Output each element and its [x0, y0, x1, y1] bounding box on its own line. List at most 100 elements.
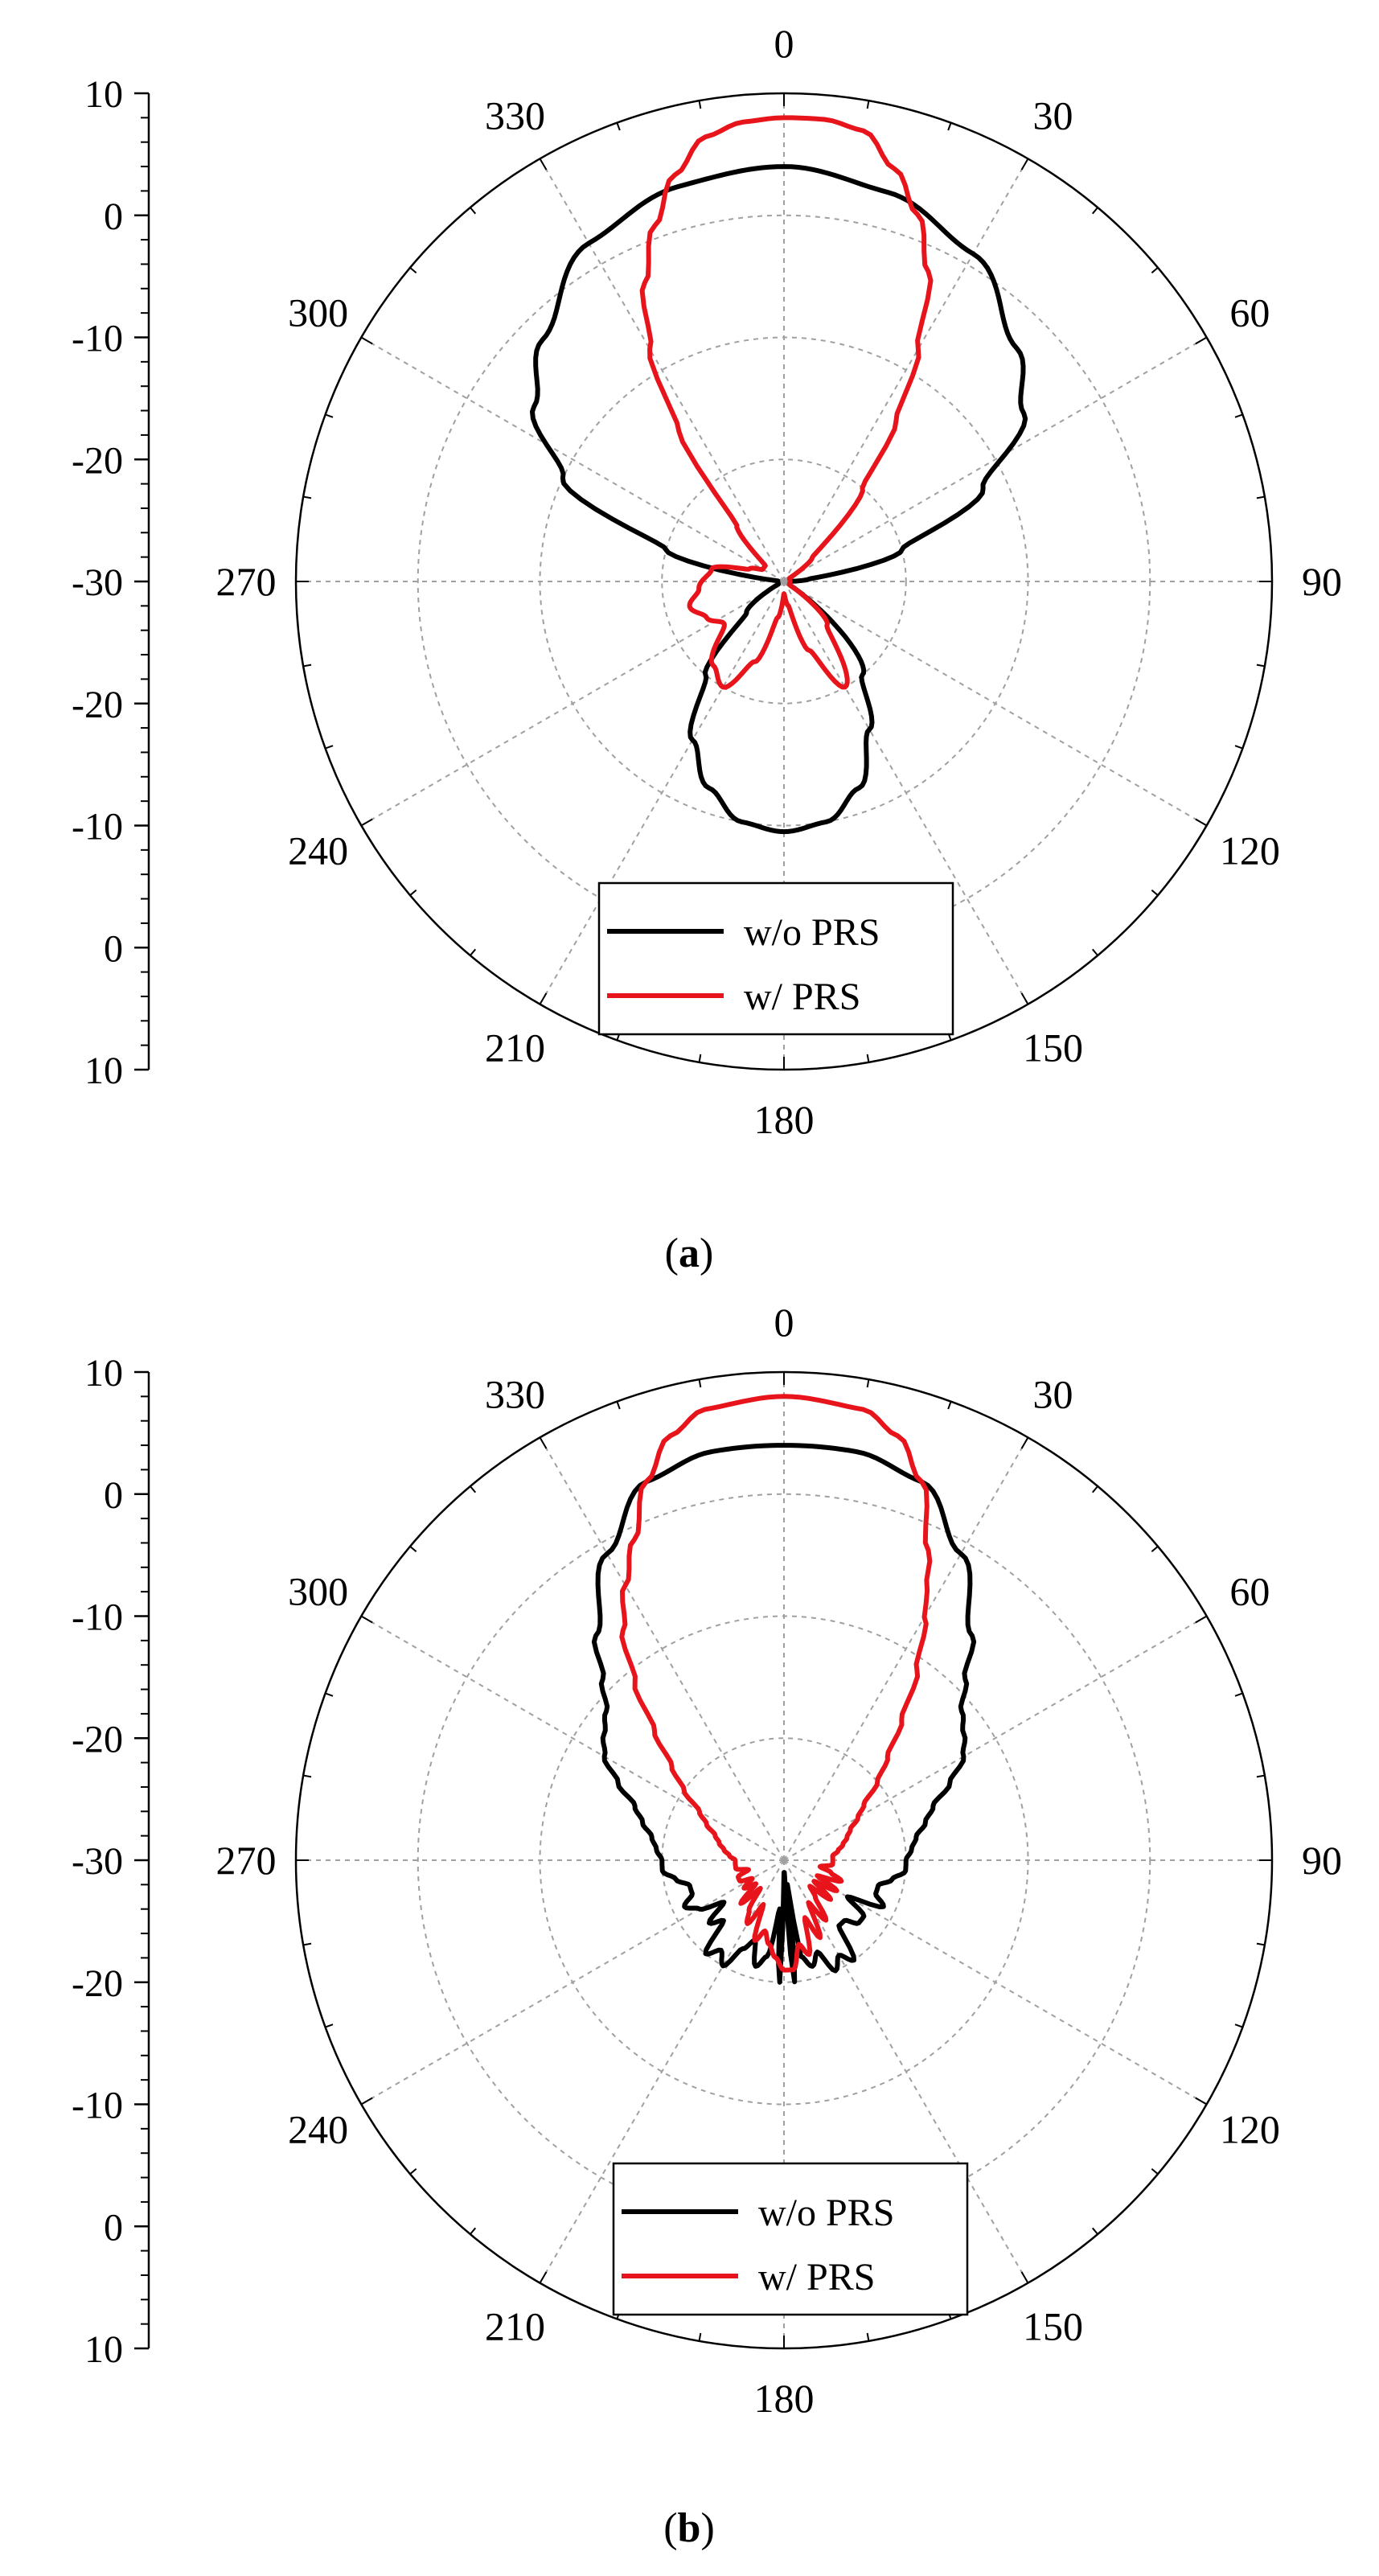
angle-label-60: 60	[1229, 1569, 1270, 1614]
angle-tick	[1091, 207, 1098, 215]
angle-label-240: 240	[288, 828, 348, 873]
angle-label-90: 90	[1302, 1838, 1342, 1883]
angle-tick	[303, 664, 312, 668]
angle-label-60: 60	[1229, 290, 1270, 335]
radial-tick-label: 10	[84, 73, 123, 116]
angle-tick	[539, 2271, 548, 2284]
angle-tick	[698, 1054, 702, 1062]
grid-spoke	[360, 336, 785, 582]
grid-spoke	[783, 1615, 1208, 1861]
caption-a: (a)	[665, 1230, 714, 1276]
polar-chart-a: 0 30 60 90 120 150 180 210 240 270 300 330 10 0 -10 -20…	[72, 21, 1342, 1142]
angle-tick	[616, 122, 621, 131]
radial-tick-label: 10	[84, 1352, 123, 1395]
legend-label-without-prs: w/o PRS	[744, 911, 880, 954]
radial-tick-label: -20	[72, 684, 123, 726]
angle-tick	[616, 1401, 621, 1410]
angle-tick	[1256, 1774, 1265, 1778]
angle-label-150: 150	[1023, 1025, 1083, 1070]
angle-tick	[1234, 2023, 1243, 2028]
series-without-prs-line	[591, 1443, 977, 1985]
radial-tick-label: 0	[104, 1474, 123, 1517]
angle-tick	[303, 1942, 312, 1946]
angle-tick	[325, 2023, 334, 2028]
grid-spoke	[783, 158, 1029, 582]
grid-circle	[661, 458, 907, 705]
grid-spoke	[783, 581, 1208, 827]
grid-spoke	[539, 581, 785, 1005]
grid-spoke	[360, 1859, 785, 2106]
angle-tick	[1234, 1692, 1243, 1697]
angle-tick	[866, 2332, 870, 2341]
series-with-prs-line	[639, 115, 934, 690]
angle-tick	[1020, 158, 1029, 171]
legend-label-with-prs: w/ PRS	[758, 2256, 875, 2299]
angle-tick	[1256, 495, 1265, 499]
radial-tick-label: -30	[72, 1840, 123, 1883]
angle-label-30: 30	[1033, 1372, 1073, 1417]
caption-a-letter: a	[679, 1230, 700, 1276]
angle-tick	[1195, 336, 1208, 345]
angle-tick	[325, 413, 334, 418]
grid-spoke	[539, 158, 785, 582]
angle-tick	[470, 2227, 477, 2235]
angle-label-330: 330	[485, 93, 545, 138]
angle-label-120: 120	[1220, 2107, 1280, 2152]
legend-box	[597, 881, 954, 1036]
angle-label-0: 0	[774, 21, 794, 66]
angle-tick	[698, 2332, 702, 2341]
angle-tick	[360, 336, 373, 345]
angle-label-300: 300	[288, 290, 348, 335]
radial-tick-label: -20	[72, 1718, 123, 1760]
angle-label-0: 0	[774, 1300, 794, 1345]
caption-b-letter: b	[678, 2505, 701, 2551]
angle-tick	[1151, 1546, 1159, 1553]
angle-tick	[947, 1401, 952, 1410]
radial-tick-label: -10	[72, 806, 123, 848]
angle-tick	[470, 1485, 477, 1493]
angle-tick	[1020, 2271, 1029, 2284]
angle-label-240: 240	[288, 2107, 348, 2152]
angle-tick	[409, 2167, 417, 2175]
series-with-prs-line	[619, 1394, 933, 1973]
angle-label-270: 270	[216, 1838, 277, 1883]
angle-tick	[325, 1692, 334, 1697]
legend: w/o PRS w/ PRS	[597, 881, 954, 1036]
angle-tick	[1151, 889, 1159, 896]
radial-tick-label: -30	[72, 561, 123, 604]
radial-tick-label: 10	[84, 2328, 123, 2371]
grid-spoke	[783, 1436, 1029, 1861]
angle-tick	[539, 1436, 548, 1449]
grid-spoke	[539, 1859, 785, 2284]
angle-tick	[409, 1546, 417, 1553]
grid-spoke	[783, 1859, 1029, 2284]
grid-circle	[417, 214, 1151, 949]
radial-tick-label: -20	[72, 1962, 123, 2005]
angle-tick	[1256, 664, 1265, 668]
angle-label-270: 270	[216, 559, 277, 604]
caption-b: (b)	[663, 2505, 715, 2551]
angle-label-210: 210	[485, 2303, 545, 2348]
angle-tick	[1091, 1485, 1098, 1493]
angle-tick	[360, 818, 373, 827]
grid-spoke	[783, 581, 1029, 1005]
grid-spoke	[539, 1436, 785, 1861]
angle-tick	[866, 101, 870, 109]
angle-tick	[866, 1054, 870, 1062]
radial-tick-label: 10	[84, 1050, 123, 1092]
radial-tick-label: -20	[72, 439, 123, 482]
angle-tick	[1091, 948, 1098, 956]
angle-tick	[866, 1379, 870, 1388]
grid-circle	[417, 1493, 1151, 2228]
radial-tick-label: -10	[72, 2085, 123, 2127]
legend-label-with-prs: w/ PRS	[744, 976, 860, 1018]
angle-tick	[539, 158, 548, 171]
angle-tick	[1234, 413, 1243, 418]
angle-tick	[303, 1774, 312, 1778]
angle-tick	[1195, 1615, 1208, 1624]
angle-tick	[1234, 745, 1243, 750]
grid-spoke	[360, 581, 785, 827]
angle-tick	[1091, 2227, 1098, 2235]
radial-tick-label: 0	[104, 927, 123, 970]
